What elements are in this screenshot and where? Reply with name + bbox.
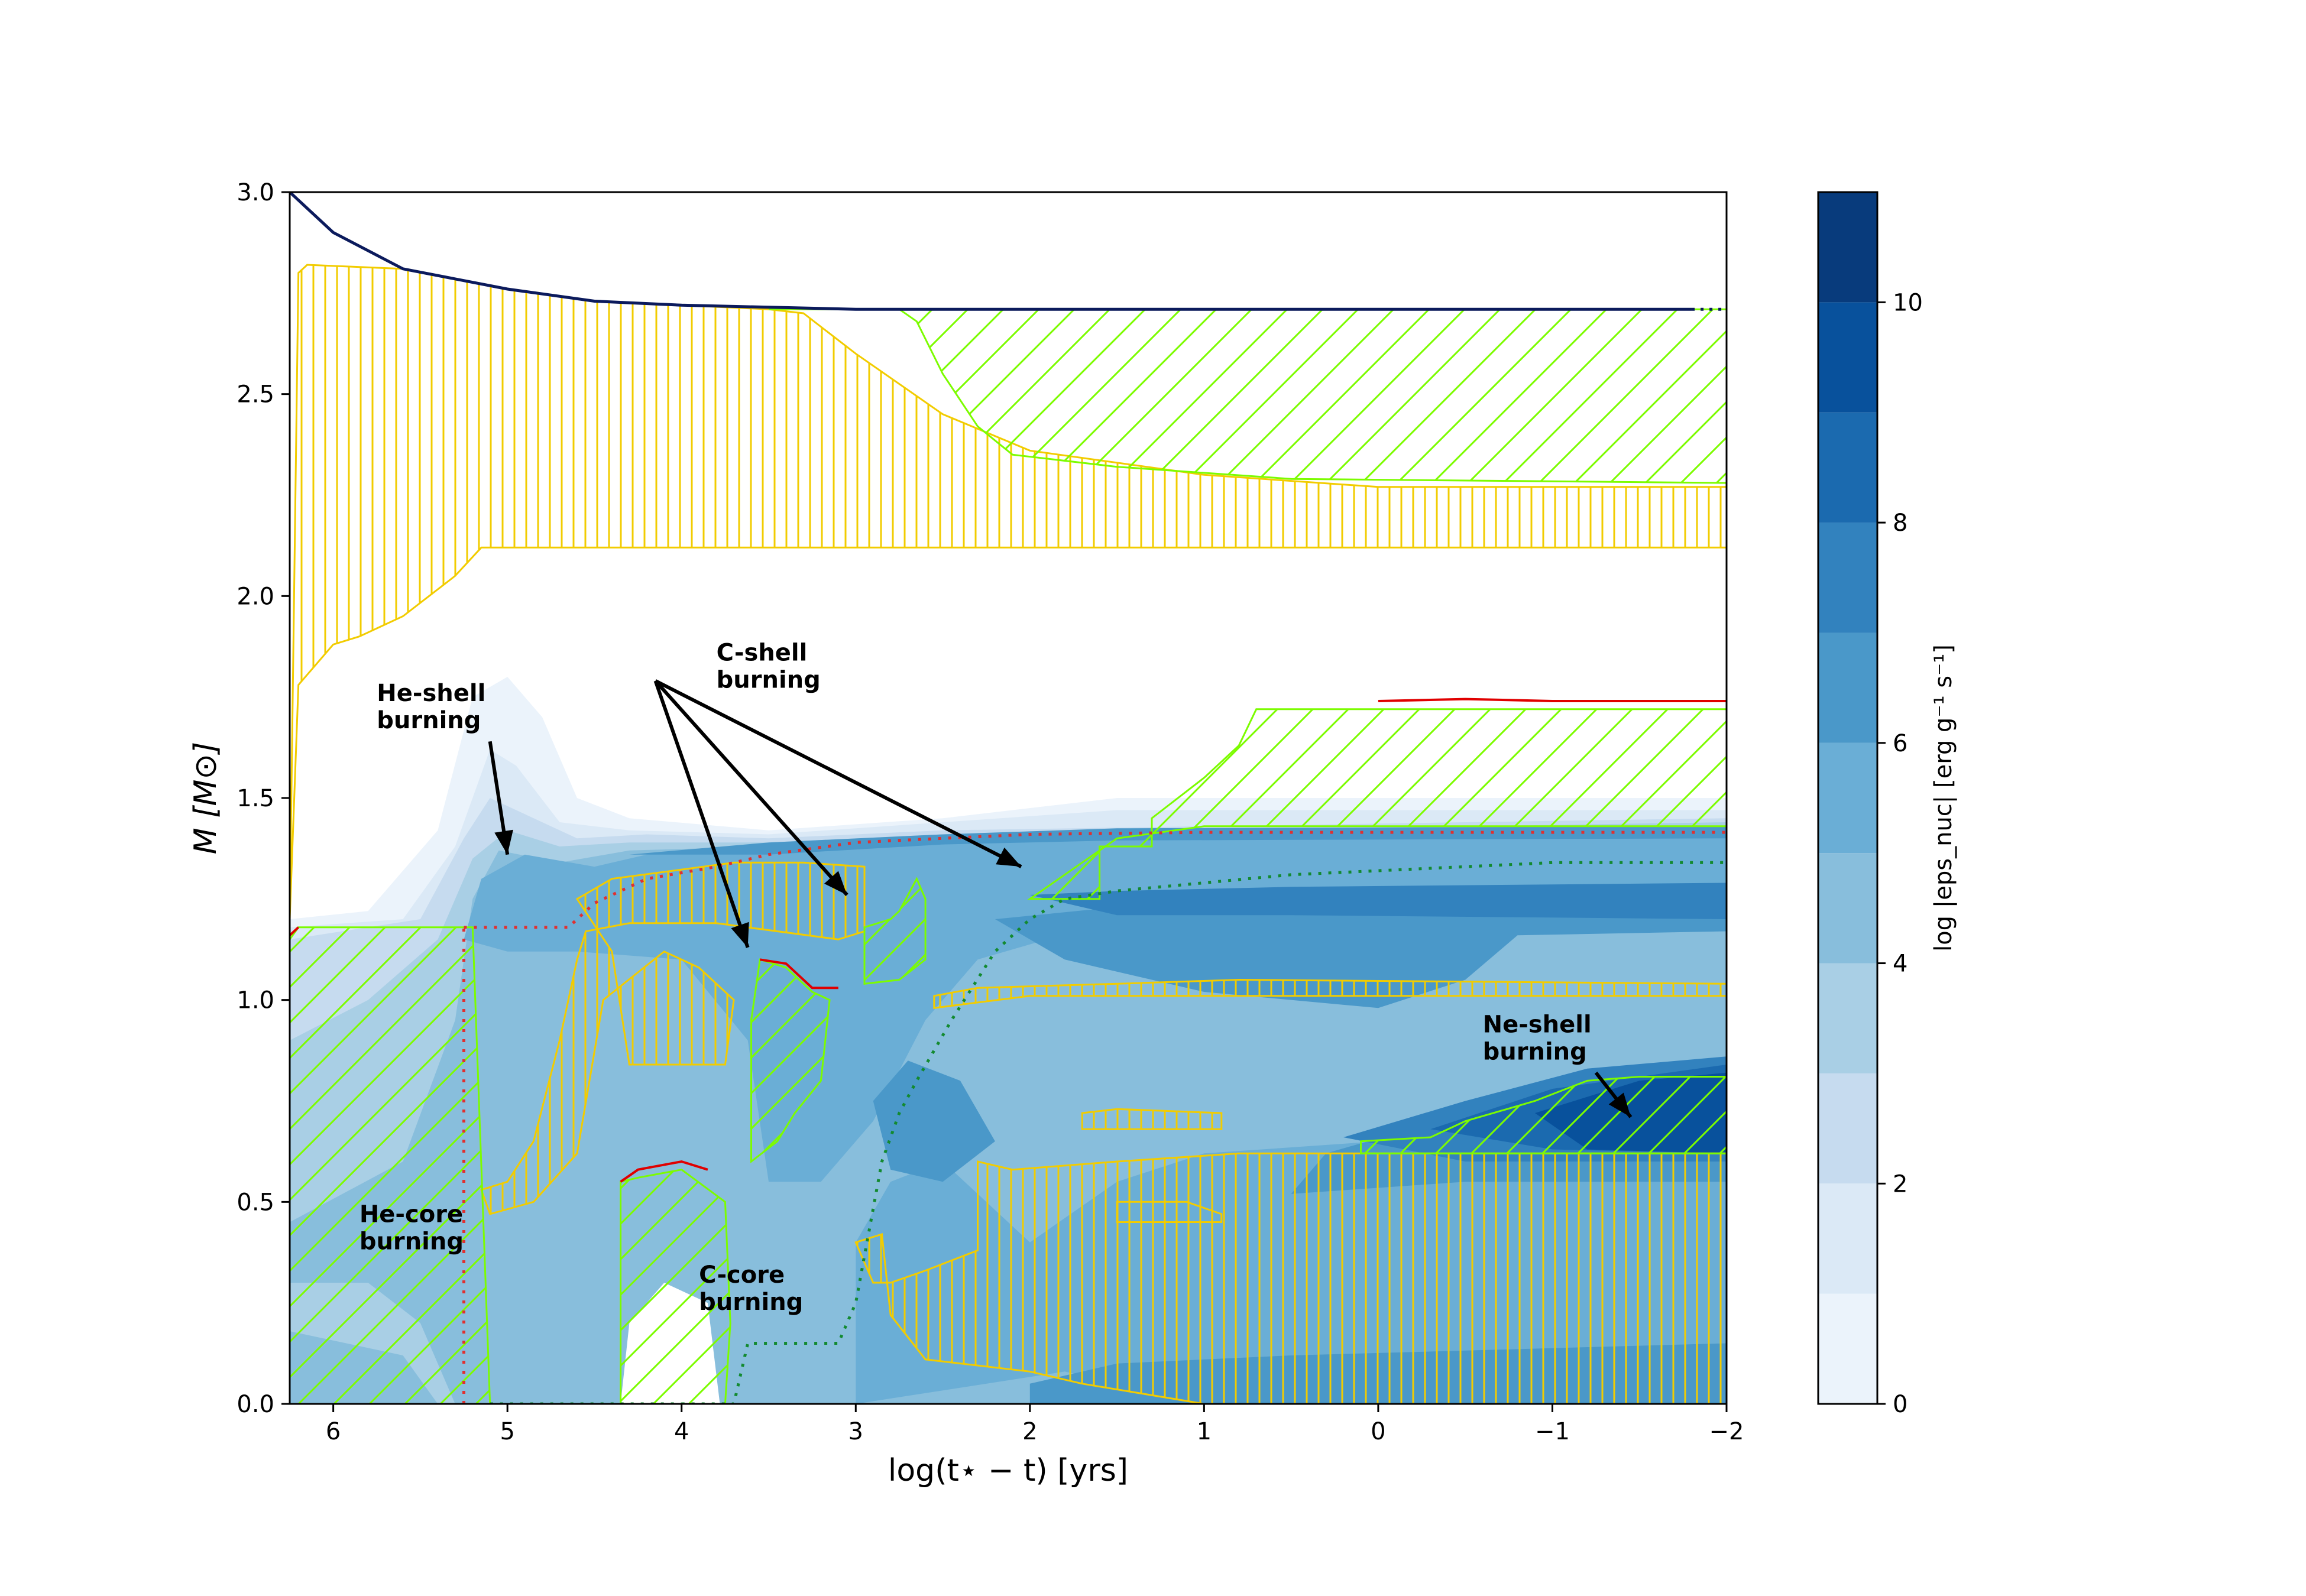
y-axis-label: M [M⊙] (188, 742, 224, 854)
annotation-he-shell: He-shell burning (377, 680, 485, 734)
x-tick-label: 3 (848, 1418, 863, 1445)
colorbar-tick-label: 4 (1893, 951, 1907, 978)
colorbar-frame (1817, 191, 1879, 1405)
y-tick-label: 0.0 (237, 1391, 274, 1418)
contour-level-6 (873, 1060, 995, 1182)
y-axis-ticks: 0.0 0.5 1.0 1.5 2.0 2.5 3.0 (237, 179, 290, 1418)
annotation-arrow (654, 679, 848, 897)
convective-region (480, 861, 866, 1215)
colorbar-band (1818, 853, 1877, 964)
colorbar-band (1818, 742, 1877, 854)
x-tick-label: 5 (500, 1418, 514, 1445)
semiconvective-edge (759, 958, 838, 990)
series-lines (290, 192, 1727, 1404)
semiconvective-edge (1378, 698, 1727, 702)
colorbar-band (1818, 1073, 1877, 1184)
annotation-arrowhead (731, 922, 749, 948)
x-axis-label: log(t⋆ − t) [yrs] (888, 1453, 1128, 1488)
overshoot-region (863, 877, 927, 985)
convective-region (854, 1152, 1727, 1404)
colorbar-band (1818, 302, 1877, 413)
y-tick-label: 3.0 (237, 179, 274, 206)
annotation-arrowhead (824, 871, 847, 895)
convective-region (1116, 1201, 1223, 1223)
colorbar-tick-label: 6 (1893, 730, 1907, 757)
overshoot-region (290, 926, 491, 1404)
annotation-arrowhead (996, 847, 1022, 867)
convective-region (1081, 1108, 1223, 1130)
colorbar-band (1818, 192, 1877, 303)
colorbar-band (1818, 1293, 1877, 1404)
x-tick-label: −2 (1709, 1418, 1744, 1445)
colorbar-label: log |eps_nuc| [erg g⁻¹ s⁻¹] (1930, 644, 1957, 952)
mixing-regions (290, 264, 1727, 1404)
overshoot-region (1360, 1076, 1727, 1154)
overshoot-region (769, 308, 1727, 484)
colorbar-tick-label: 2 (1893, 1170, 1907, 1198)
colorbar-band (1818, 523, 1877, 633)
x-tick-label: 2 (1022, 1418, 1037, 1445)
annotation-arrow (655, 679, 1022, 868)
x-tick-label: 6 (326, 1418, 341, 1445)
x-tick-label: 1 (1197, 1418, 1212, 1445)
colorbar-band (1818, 412, 1877, 523)
annotation-he-core: He-core burning (359, 1201, 464, 1256)
y-tick-label: 2.5 (237, 381, 274, 408)
x-axis-ticks: 6 5 4 3 2 1 0 −1 −2 (326, 1404, 1744, 1445)
y-tick-label: 1.0 (237, 987, 274, 1014)
plot-area (290, 192, 1727, 1404)
semiconvective-edge (620, 1160, 708, 1183)
annotation-c-shell: C-shell burning (717, 640, 821, 694)
annotation-arrowhead (1608, 1092, 1631, 1117)
overshoot-region (750, 958, 831, 1164)
colorbar: 0 2 4 6 8 10 (1817, 191, 1923, 1418)
annotation-c-core: C-core burning (699, 1261, 803, 1316)
colorbar-band (1818, 1183, 1877, 1294)
annotation-arrowhead (494, 829, 513, 855)
total-mass-line (290, 192, 1692, 311)
y-tick-label: 2.0 (237, 583, 274, 610)
colorbar-tick-label: 10 (1893, 289, 1923, 316)
x-tick-label: 4 (674, 1418, 689, 1445)
colorbar-tick-label: 8 (1893, 510, 1907, 537)
he-free-core-line (464, 831, 1727, 929)
annotation-ne-shell: Ne-shell burning (1483, 1011, 1592, 1065)
colorbar-band (1818, 632, 1877, 743)
colorbar-tick-label: 0 (1893, 1391, 1907, 1418)
semiconvective-edge (290, 926, 300, 936)
annotation-arrow (653, 680, 750, 948)
convective-region (933, 978, 1727, 1010)
colorbar-band (1818, 963, 1877, 1073)
contour-level-7 (1029, 883, 1727, 919)
y-tick-label: 0.5 (237, 1189, 274, 1216)
y-tick-label: 1.5 (237, 785, 274, 812)
x-tick-label: −1 (1535, 1418, 1570, 1445)
x-tick-label: 0 (1371, 1418, 1385, 1445)
annotations: He-shell burning C-shell burning Ne-shell bur… (359, 640, 1633, 1316)
overshoot-region (1027, 708, 1727, 900)
